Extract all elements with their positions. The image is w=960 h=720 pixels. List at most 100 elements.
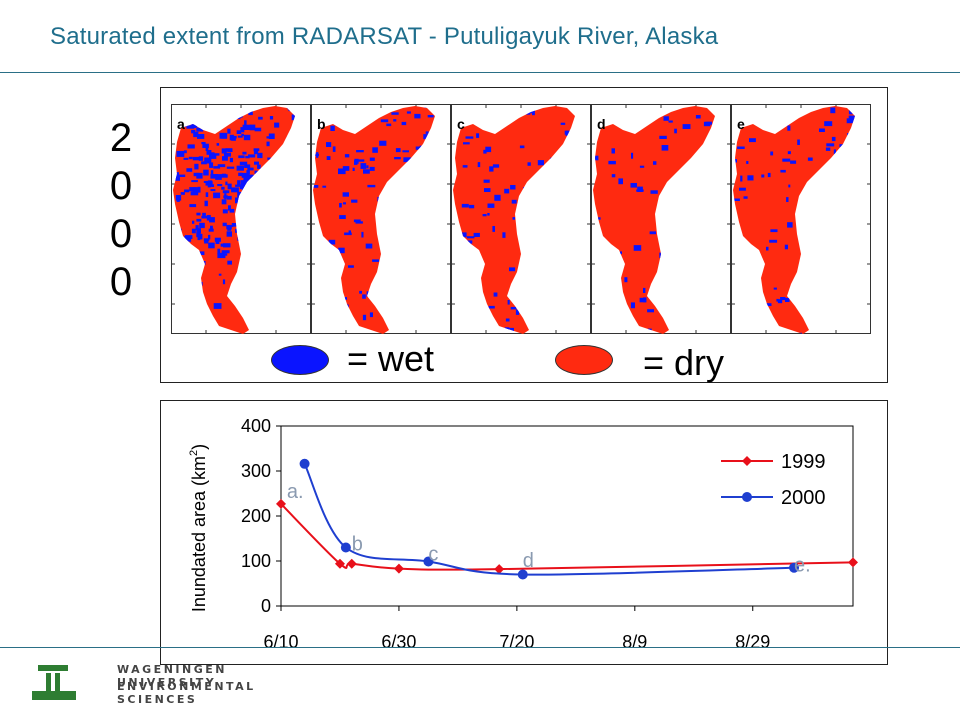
wet-patch [259,237,266,242]
wet-patch [288,312,294,316]
wet-patch [225,181,228,186]
wet-patch [277,194,285,200]
wet-patch [719,237,726,240]
wet-patch [532,109,535,116]
wet-patch [633,245,642,251]
wet-patch [244,164,251,168]
wet-patch [647,328,652,334]
wet-patch [193,131,199,138]
wet-patch [251,194,259,199]
wet-patch [276,258,281,260]
wet-patch [268,133,275,139]
wet-patch [204,200,208,207]
wet-patch [187,144,195,149]
wet-patch [221,186,225,190]
wet-patch [537,262,541,267]
wet-patch [176,229,180,235]
wet-patch [526,112,531,115]
wet-patch [224,193,227,200]
wet-patch [819,128,825,132]
wet-patch [705,155,710,162]
wet-patch [288,106,294,112]
wet-patch [240,127,245,133]
wet-patch [209,120,212,124]
wet-patch [247,203,256,210]
wet-patch [516,288,522,294]
wet-patch [461,203,469,208]
wet-patch [806,213,813,218]
wet-patch [570,182,574,189]
wet-patch [422,192,431,198]
wet-patch [246,170,250,175]
wet-patch [266,136,271,139]
wet-patch [265,285,270,289]
wet-patch [414,113,421,119]
wet-patch [245,155,250,159]
wet-patch [344,297,347,300]
footer-line-1: WAGENINGEN UNIVERSITY [117,663,227,689]
wet-patch [316,152,319,158]
wet-patch [843,208,848,212]
wet-patch [472,267,479,271]
map-letter: c [457,116,465,132]
wet-patch [313,185,319,188]
wet-patch [611,174,616,178]
map-b: b [311,104,451,334]
wet-patch [243,174,249,180]
wet-patch [807,157,813,161]
wet-patch [527,162,531,166]
wet-patch [222,279,226,285]
wet-patch [259,204,265,209]
wet-patch [196,218,202,222]
wet-patch [839,144,845,148]
wet-patch [433,245,435,252]
wet-patch [243,134,251,141]
wet-patch [489,166,494,172]
wet-patch [197,134,205,139]
wet-patch [341,304,349,311]
wet-patch [252,247,255,251]
wet-patch [277,245,282,249]
wet-patch [272,247,275,254]
wet-patch [184,189,190,193]
wet-patch [579,266,584,270]
map-canvas [591,104,731,334]
wet-patch [322,185,327,188]
wet-patch [248,154,256,158]
wet-patch [237,235,245,241]
wet-patch [221,250,230,254]
wet-patch [205,192,209,197]
wet-patch [650,190,658,194]
wet-patch [196,232,201,238]
wet-patch [394,236,398,241]
wet-patch [412,170,416,175]
wet-patch [237,191,245,198]
wet-patch [173,204,175,210]
wet-patch [180,192,185,195]
series-point [789,562,800,573]
wet-patch [265,207,270,213]
wet-patch [428,168,435,172]
wet-patch [426,246,434,252]
wet-patch [286,315,293,319]
wet-patch [531,320,537,327]
slide-title: Saturated extent from RADARSAT - Putulig… [50,23,719,50]
wet-patch [186,125,195,129]
wet-patch [236,165,244,171]
wet-patch [534,273,537,278]
wet-patch [212,113,218,120]
wet-patch [761,301,765,305]
wet-patch [175,232,182,238]
wet-patch [190,191,199,196]
wet-patch [403,157,411,163]
annotation-label: a. [287,481,304,503]
wet-patch [210,154,217,159]
wet-patch [525,295,532,301]
wet-patch [327,257,330,261]
map-canvas [731,104,871,334]
wet-patch [296,209,302,212]
wet-patch [329,120,337,124]
series-point [423,556,434,567]
wet-patch [492,226,495,232]
wet-patch [787,151,791,155]
